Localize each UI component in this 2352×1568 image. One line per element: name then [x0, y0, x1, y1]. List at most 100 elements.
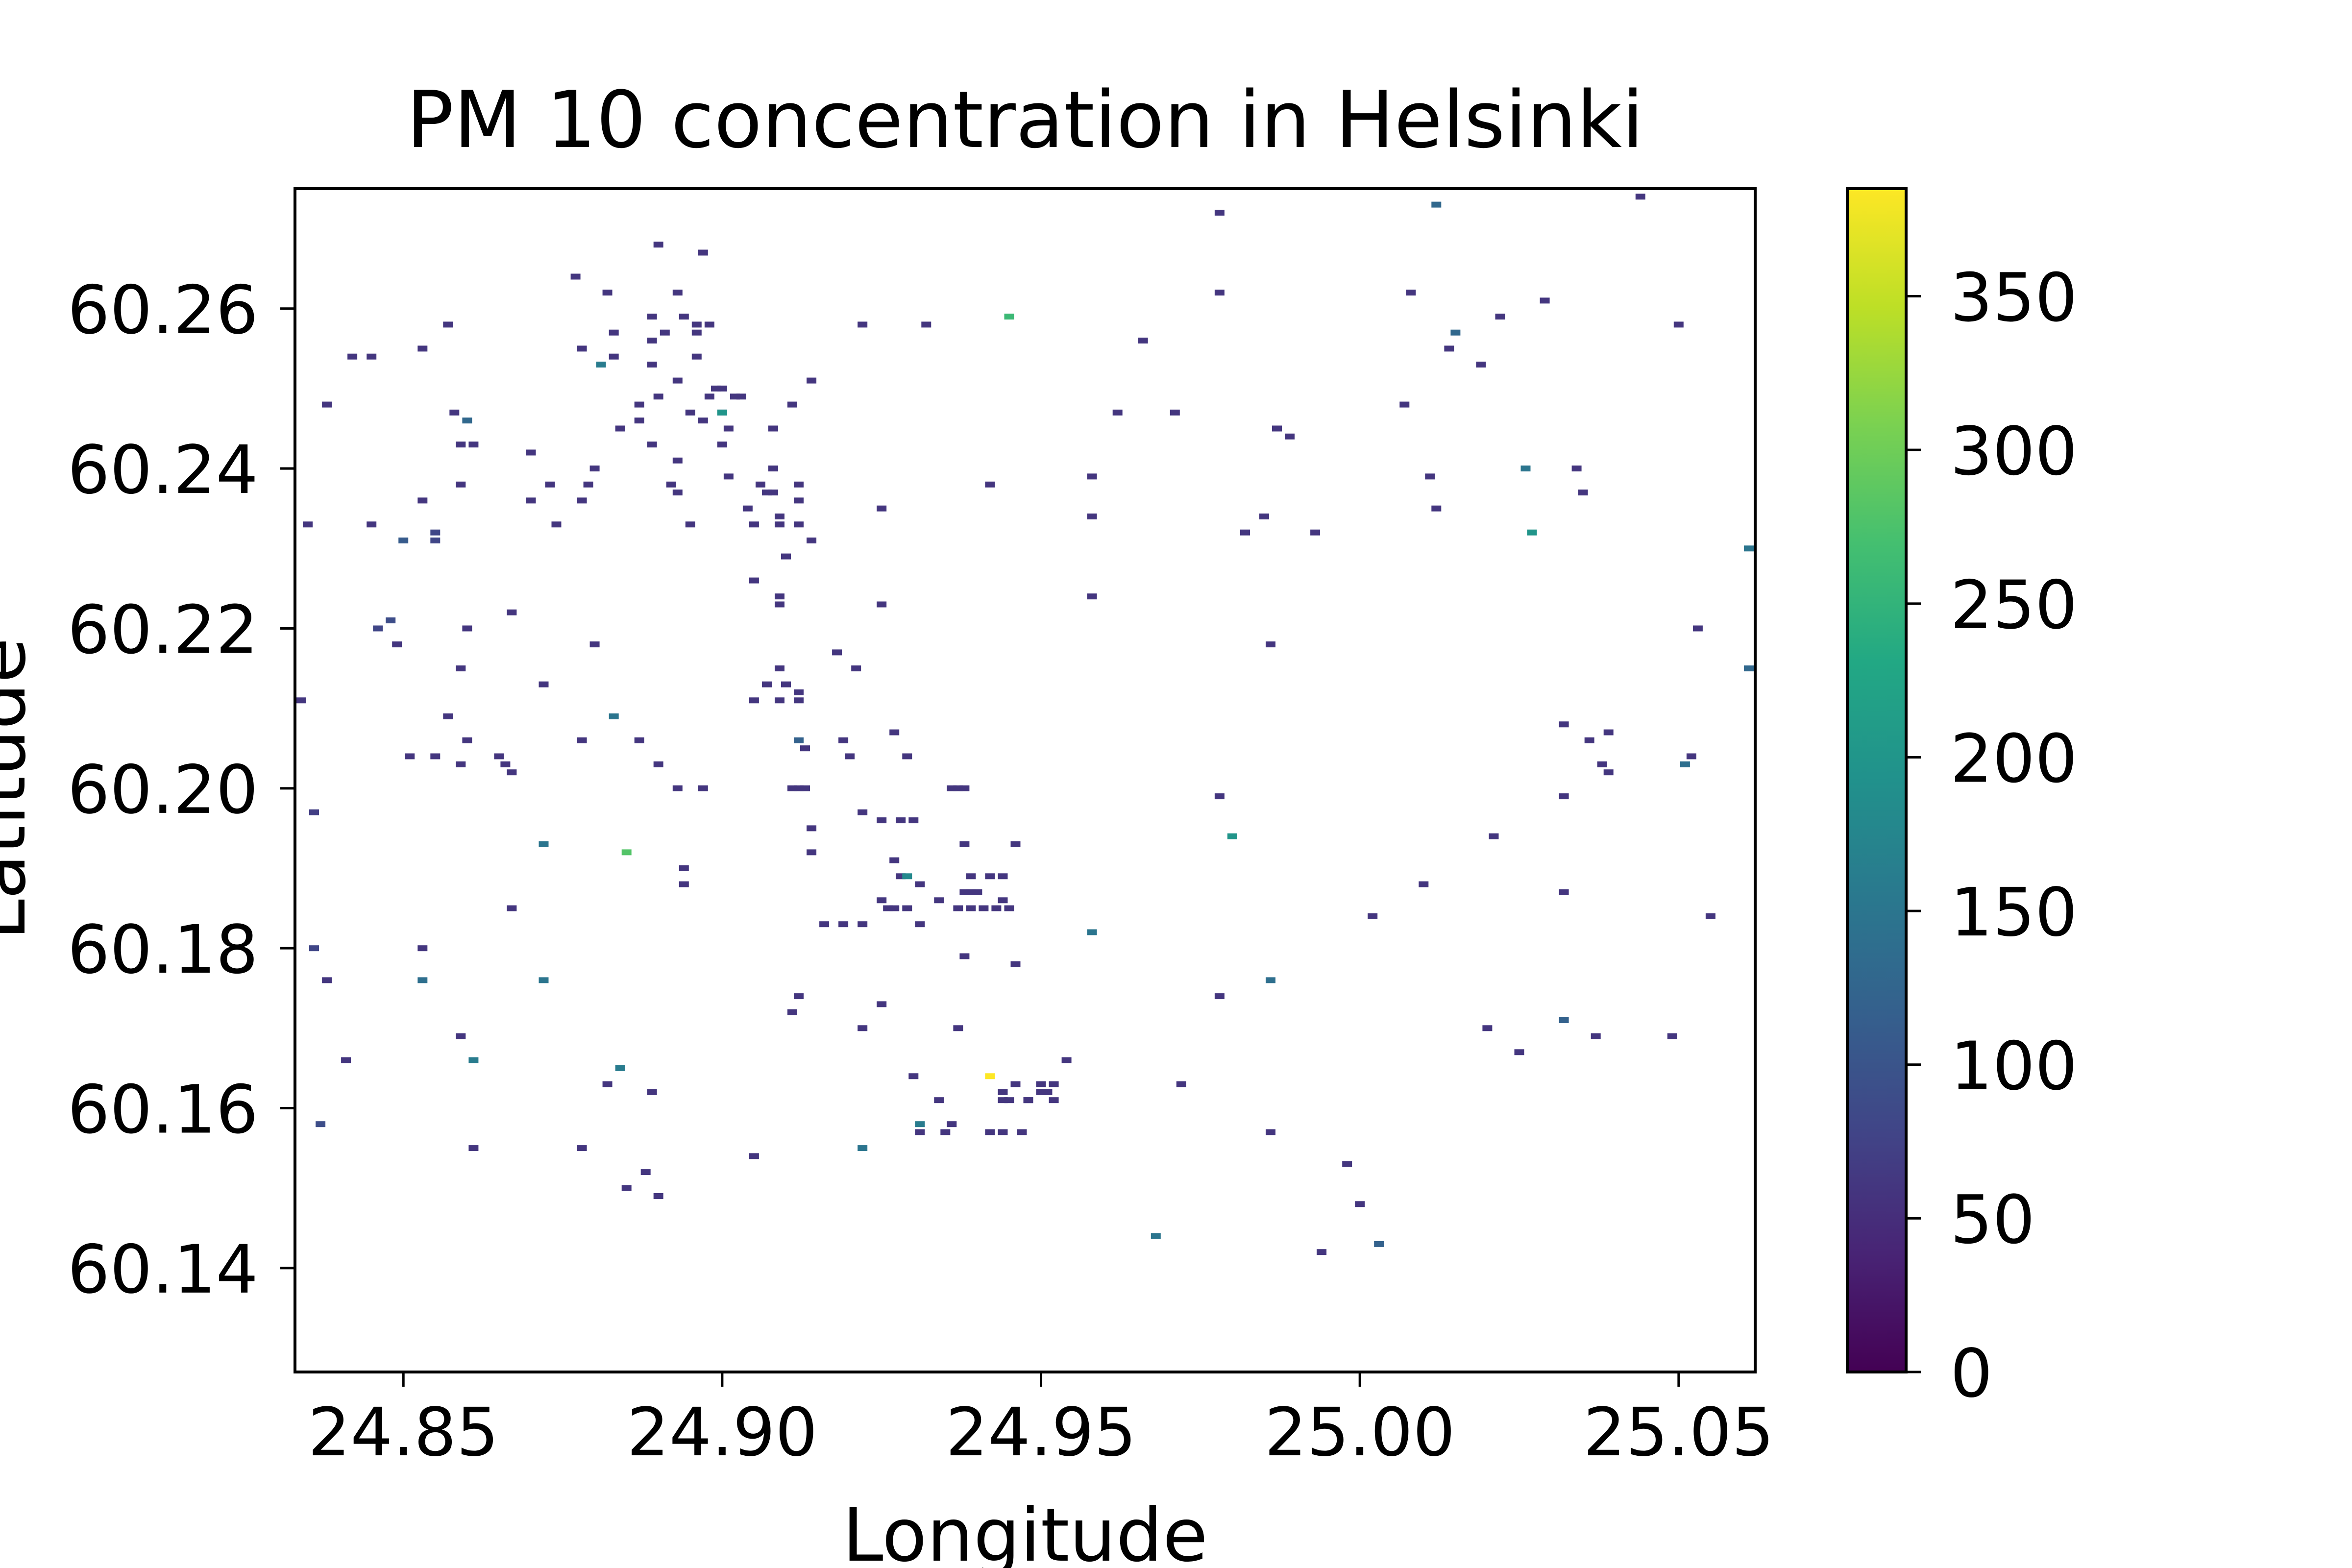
heatmap-cell	[1489, 833, 1499, 839]
heatmap-cell	[972, 889, 982, 895]
heatmap-cell	[1170, 409, 1180, 416]
heatmap-cell	[373, 625, 383, 632]
heatmap-cell	[1527, 529, 1537, 536]
heatmap-cell	[985, 873, 995, 880]
heatmap-cell	[768, 425, 778, 432]
heatmap-cell	[679, 314, 689, 320]
x-axis-ticks: 24.85 24.90 24.95 25.00 25.05	[308, 1372, 1774, 1471]
heatmap-cell	[456, 481, 466, 488]
heatmap-cell	[698, 417, 708, 424]
heatmap-cell	[500, 761, 511, 767]
heatmap-cell	[723, 425, 734, 432]
heatmap-cell	[507, 769, 517, 776]
heatmap-cell	[838, 737, 849, 743]
heatmap-cell	[934, 897, 944, 904]
colorbar-tick-label: 150	[1950, 874, 2078, 952]
heatmap-cell	[1578, 490, 1588, 496]
heatmap-cell	[634, 417, 644, 424]
heatmap-cell	[1559, 889, 1569, 895]
colorbar-tick-label: 250	[1950, 567, 2078, 644]
heatmap-cell	[966, 873, 976, 880]
heatmap-cell	[934, 1097, 944, 1103]
heatmap-cell	[647, 338, 657, 343]
heatmap-cell	[998, 897, 1008, 904]
heatmap-cell	[959, 785, 970, 791]
heatmap-cell	[647, 441, 657, 448]
heatmap-cell	[679, 881, 689, 887]
heatmap-cell	[539, 977, 549, 983]
heatmap-cell	[908, 1073, 919, 1079]
chart-title: PM 10 concentration in Helsinki	[406, 74, 1643, 166]
heatmap-cell	[953, 1025, 963, 1031]
colorbar-tick-label: 350	[1950, 260, 2078, 337]
heatmap-cell	[723, 473, 734, 480]
plot-frame	[294, 187, 1757, 1373]
y-tick-label: 60.14	[68, 1231, 258, 1309]
heatmap-cell	[303, 521, 313, 528]
heatmap-cell	[959, 841, 970, 847]
heatmap-cell	[1087, 593, 1097, 600]
heatmap-cell	[877, 897, 887, 904]
heatmap-cell	[704, 393, 714, 400]
heatmap-cell	[1214, 793, 1225, 800]
heatmap-cell	[947, 1121, 957, 1127]
heatmap-cell	[915, 1121, 925, 1127]
heatmap-cell	[679, 865, 689, 871]
heatmap-cell	[468, 1057, 479, 1063]
heatmap-cell	[908, 817, 919, 824]
heatmap-cell	[672, 457, 683, 464]
heatmap-cell	[341, 1057, 351, 1063]
heatmap-cell	[787, 401, 797, 408]
heatmap-cell	[1151, 1233, 1161, 1239]
heatmap-cell	[653, 242, 663, 248]
heatmap-cell	[405, 753, 415, 760]
heatmap-cell	[602, 290, 612, 296]
y-tick-label: 60.22	[68, 591, 258, 669]
heatmap-cell	[526, 497, 536, 504]
heatmap-cell	[322, 401, 332, 408]
heatmap-cell	[570, 273, 581, 280]
heatmap-cell	[1559, 793, 1569, 800]
y-tick-label: 60.18	[68, 911, 258, 989]
heatmap-cell	[691, 329, 702, 336]
heatmap-cell	[1049, 1097, 1059, 1103]
heatmap-cell	[456, 665, 466, 672]
heatmap-cell	[539, 841, 549, 847]
heatmap-cell	[1240, 529, 1250, 536]
heatmap-cell	[1259, 514, 1269, 519]
heatmap-cell	[1061, 1057, 1072, 1063]
heatmap-cell	[1023, 1097, 1033, 1103]
heatmap-cell	[877, 817, 887, 824]
heatmap-cell	[672, 490, 683, 496]
heatmap-cell	[647, 362, 657, 368]
heatmap-cell	[1017, 1129, 1027, 1135]
heatmap-cell	[417, 345, 428, 352]
heatmap-cell	[539, 681, 549, 687]
heatmap-cell	[800, 745, 810, 752]
heatmap-cell	[1431, 201, 1442, 208]
heatmap-cell	[367, 353, 377, 360]
heatmap-cell	[807, 825, 817, 832]
heatmap-cell	[367, 521, 377, 528]
heatmap-cell	[1374, 1241, 1384, 1247]
heatmap-cell	[577, 737, 587, 743]
heatmap-cell	[526, 449, 536, 456]
heatmap-cell	[858, 809, 868, 815]
heatmap-cell	[800, 785, 810, 791]
heatmap-cell	[430, 538, 441, 543]
heatmap-cell	[749, 697, 759, 704]
heatmap-cell	[462, 737, 472, 743]
colorbar-ticks: 0 50 100 150 200 250 300 350	[1906, 260, 2078, 1413]
heatmap-cell	[794, 697, 804, 704]
heatmap-cell	[316, 1121, 326, 1127]
heatmap-cell	[1272, 425, 1282, 432]
heatmap-cell	[647, 1089, 657, 1095]
x-axis-label: Longitude	[842, 1493, 1208, 1568]
heatmap-cell	[596, 362, 606, 368]
heatmap-cell	[1399, 401, 1410, 408]
heatmap-cell	[698, 249, 708, 256]
heatmap-cell	[640, 1169, 651, 1176]
heatmap-cell	[858, 1145, 868, 1152]
heatmap-cell	[1087, 514, 1097, 519]
